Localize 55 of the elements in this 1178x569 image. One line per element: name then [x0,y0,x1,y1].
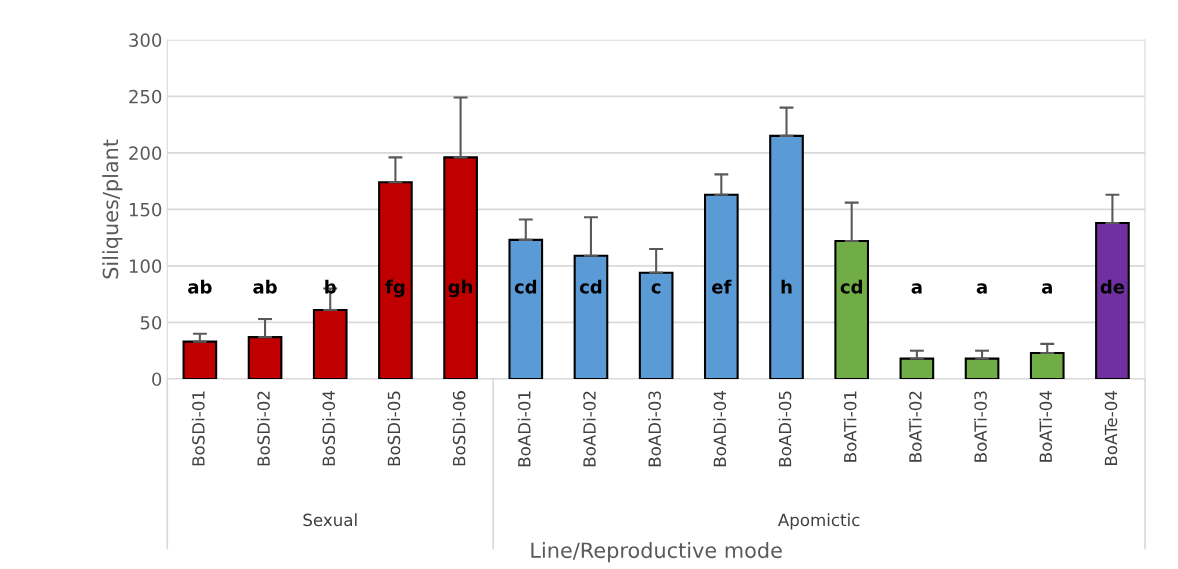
bar [312,308,348,379]
annotation: a [1041,283,1052,294]
x-tick-label: BoADi-04 [713,391,727,467]
x-tick-label: BoSDi-06 [452,391,466,466]
bar [834,240,870,379]
annotation: cd [840,279,862,294]
annotation: c [651,283,661,294]
x-tick-label: BoATi-01 [843,391,857,462]
y-tick-label: 0 [152,372,162,387]
annotation: a [911,283,922,294]
x-tick-label: BoSDi-01 [191,391,205,466]
y-axis-title: Siliques/plant [102,139,123,279]
x-tick-label: BoADi-03 [648,391,661,467]
bar [638,271,674,379]
annotation: ab [253,279,277,294]
x-tick-label: BoATi-03 [973,391,987,462]
bar [964,357,1000,379]
annotation: a [976,283,987,294]
bar [1029,351,1065,379]
y-tick-label: 150 [129,202,162,217]
annotation: cd [579,279,602,294]
y-tick-label: 50 [140,315,162,330]
y-tick-label: 250 [129,89,162,104]
text: Apomictic [777,513,860,530]
annotation: cd [514,279,537,294]
x-tick-label: BoADi-02 [582,391,596,467]
annotation: fg [385,279,405,298]
annotation: de [1100,279,1125,294]
bar [443,156,478,379]
bar [899,357,935,379]
x-tick-label: BoSDi-02 [256,391,270,466]
x-tick-label: BoADi-05 [778,391,792,467]
annotation: ef [712,279,732,294]
bar [247,336,283,379]
bar [703,193,739,379]
x-tick-label: BoADi-01 [517,391,531,467]
bar [508,238,544,379]
text: Sexual [303,513,357,527]
annotation: h [781,279,792,294]
bar [1095,221,1130,379]
bar [573,254,609,379]
bar [769,134,804,379]
x-tick-label: BoATi-02 [908,391,922,462]
x-tick-label: BoSDi-05 [387,391,401,466]
annotation: gh [448,279,473,298]
x-axis-title: Line/Reproductive mode [531,542,782,563]
bar [182,340,218,379]
y-tick-label: 100 [129,259,162,274]
y-tick-label: 300 [129,33,162,47]
y-tick-label: 200 [129,146,162,160]
x-tick-label: BoATi-04 [1039,391,1053,462]
bar [378,181,413,379]
x-tick-label: BoSDi-04 [322,391,336,466]
annotation: ab [188,279,212,294]
x-tick-label: BoATe-04 [1104,391,1118,465]
